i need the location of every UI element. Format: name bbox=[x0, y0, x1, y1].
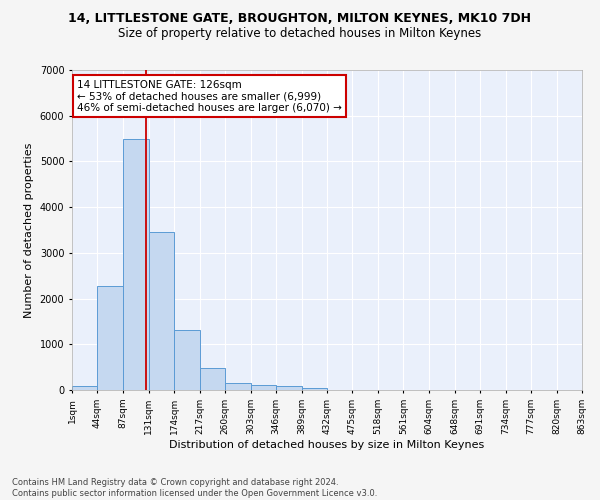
Y-axis label: Number of detached properties: Number of detached properties bbox=[24, 142, 34, 318]
Text: Size of property relative to detached houses in Milton Keynes: Size of property relative to detached ho… bbox=[118, 28, 482, 40]
Text: 14, LITTLESTONE GATE, BROUGHTON, MILTON KEYNES, MK10 7DH: 14, LITTLESTONE GATE, BROUGHTON, MILTON … bbox=[68, 12, 532, 26]
Bar bbox=[200, 368, 225, 390]
Text: 14 LITTLESTONE GATE: 126sqm
← 53% of detached houses are smaller (6,999)
46% of : 14 LITTLESTONE GATE: 126sqm ← 53% of det… bbox=[77, 80, 342, 113]
Bar bbox=[225, 383, 251, 390]
Bar bbox=[302, 388, 327, 390]
Bar bbox=[123, 140, 149, 390]
Bar bbox=[175, 330, 200, 390]
X-axis label: Distribution of detached houses by size in Milton Keynes: Distribution of detached houses by size … bbox=[169, 440, 485, 450]
Bar bbox=[97, 286, 123, 390]
Bar bbox=[251, 385, 276, 390]
Text: Contains HM Land Registry data © Crown copyright and database right 2024.
Contai: Contains HM Land Registry data © Crown c… bbox=[12, 478, 377, 498]
Bar bbox=[276, 386, 302, 390]
Bar bbox=[149, 232, 175, 390]
Bar bbox=[72, 386, 97, 390]
